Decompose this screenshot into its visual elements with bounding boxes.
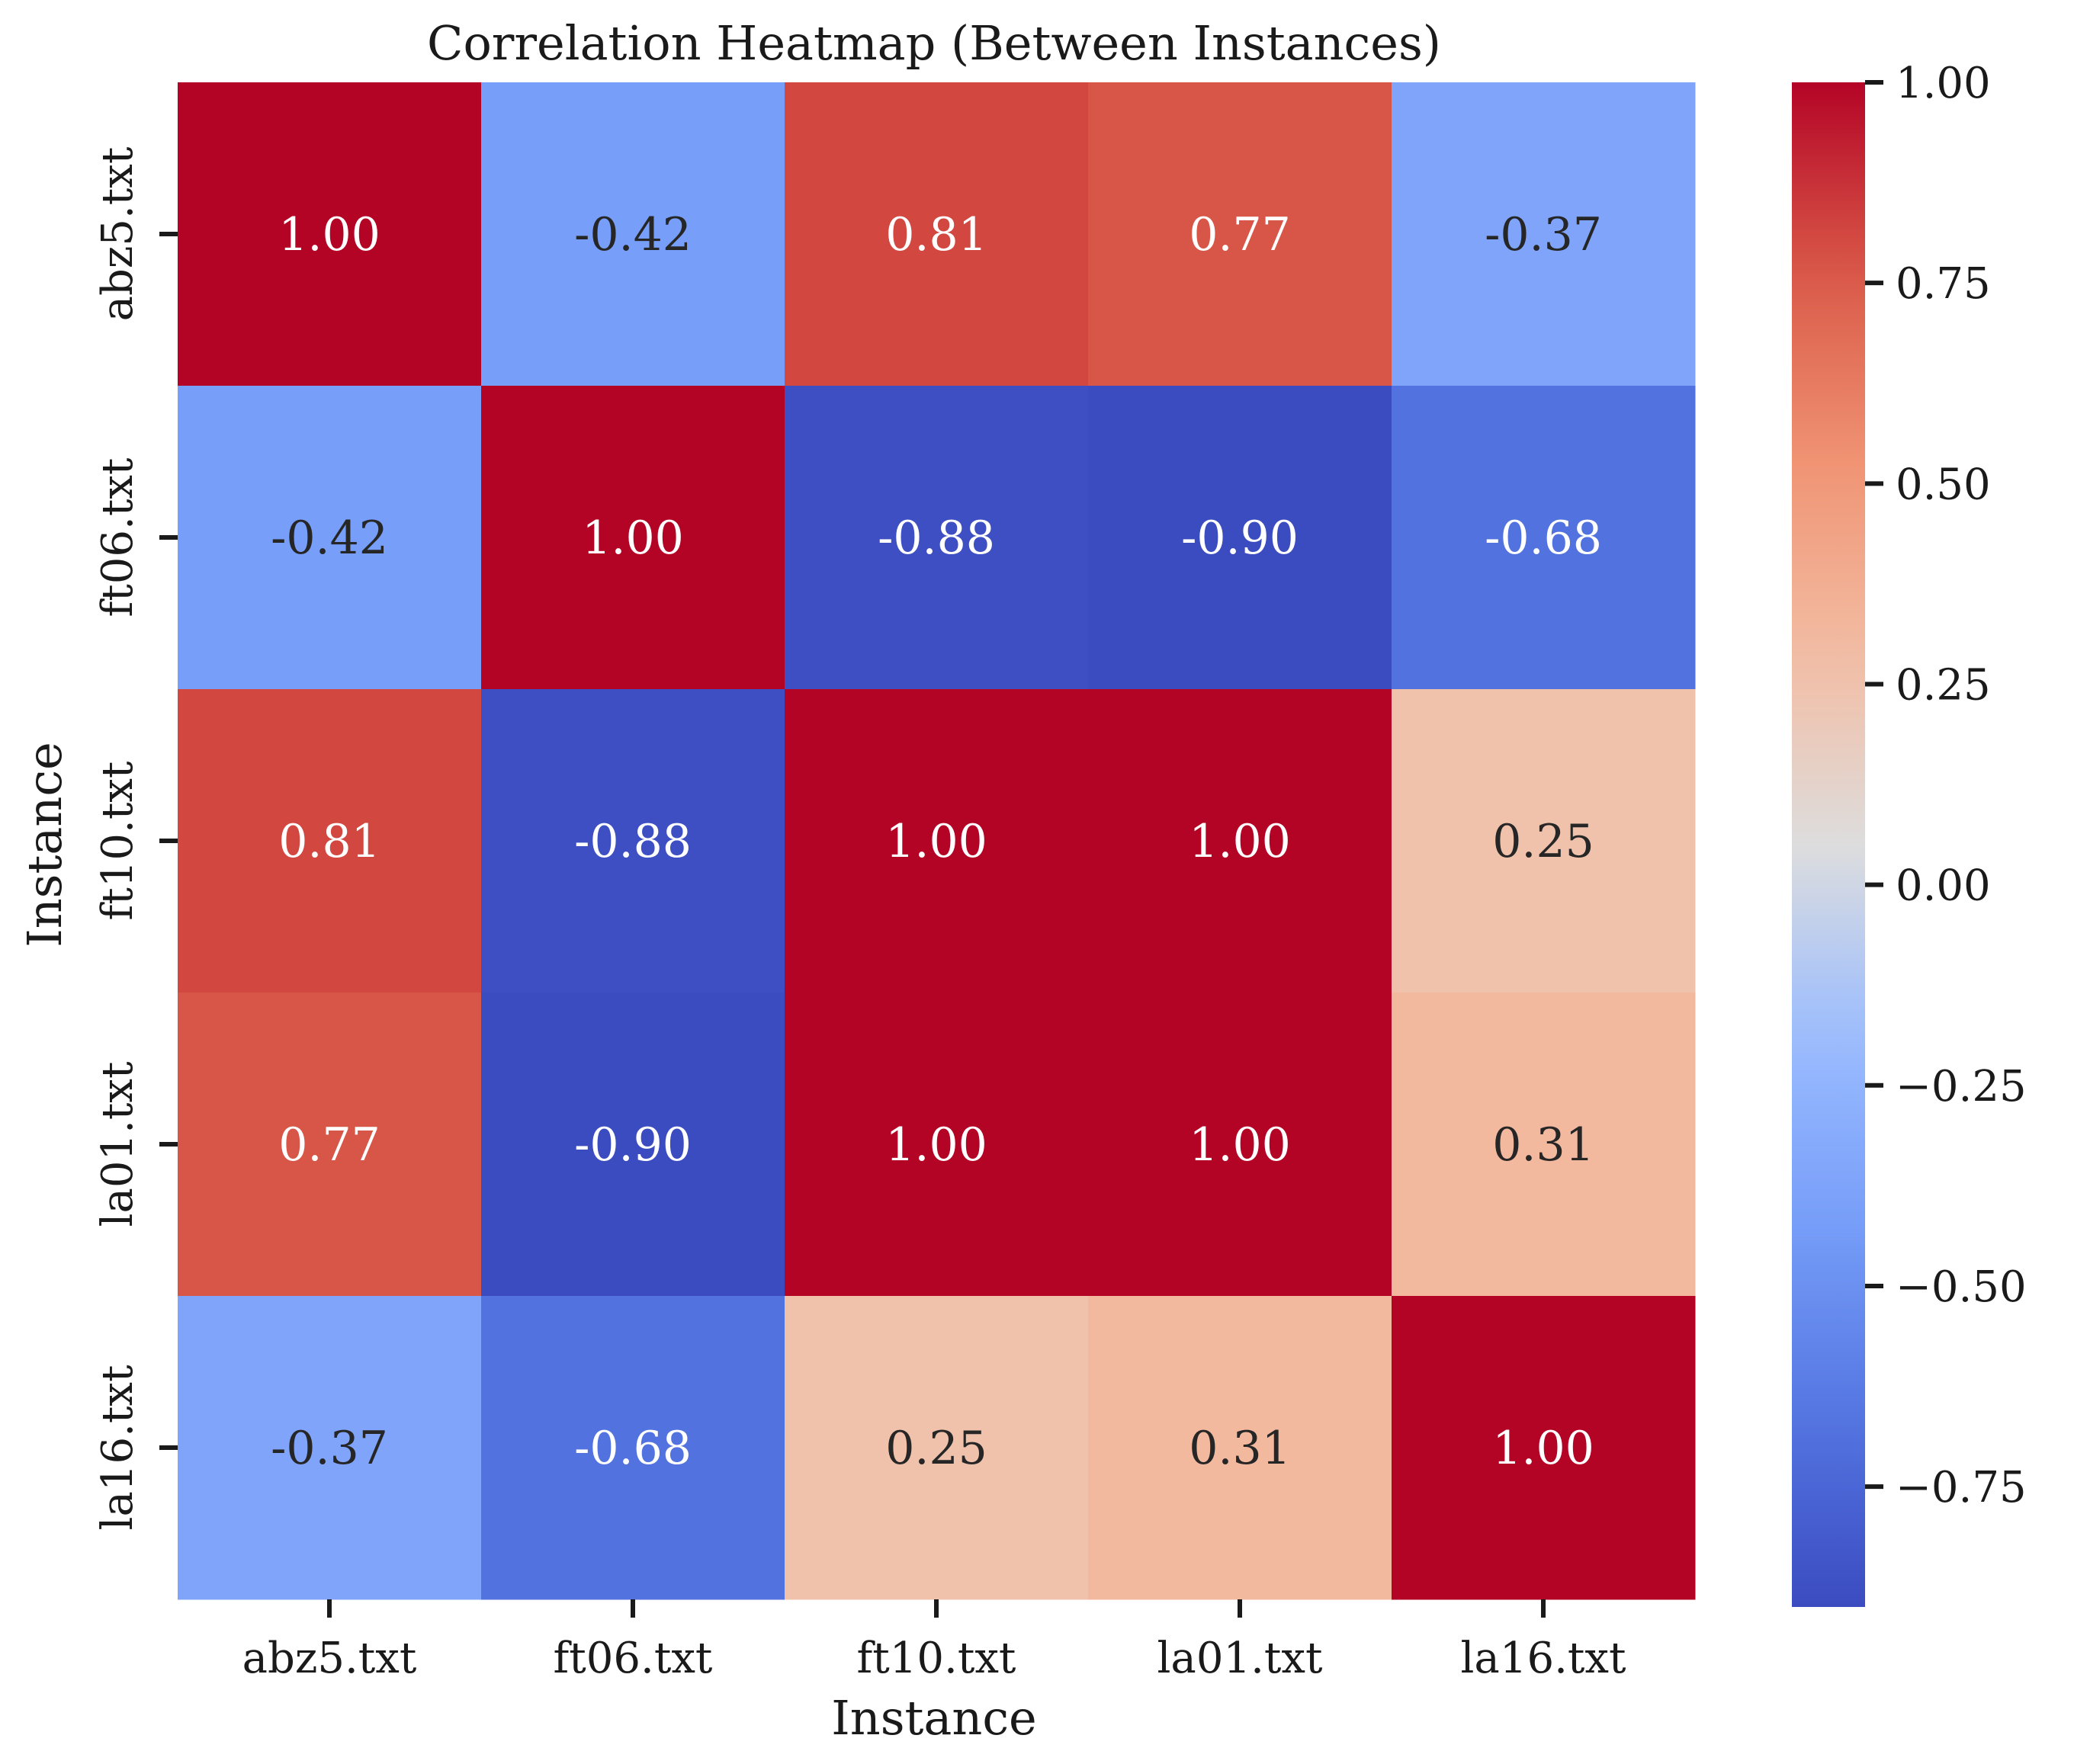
cell-value-label-r4-c4: 1.00 [1492,1422,1594,1475]
x-tick-label-1: ft06.txt [554,1634,713,1683]
cell-value-label-r2-c1: -0.88 [574,815,692,868]
cell-value-label-r3-c2: 1.00 [885,1118,987,1172]
y-tick-label-0: abz5.txt [93,146,143,321]
heatmap-cell-r1-c1 [481,386,785,690]
heatmap-cell-r0-c0 [178,82,482,386]
heatmap-cell-r1-c2 [785,386,1089,690]
colorbar-tick-label-2: 0.50 [1896,460,1991,509]
cell-value-label-r2-c2: 1.00 [885,815,987,868]
cell-value-label-r3-c1: -0.90 [574,1118,692,1172]
heatmap-cell-r3-c2 [785,993,1089,1297]
cell-value-label-r3-c0: 0.77 [278,1118,380,1172]
heatmap-cell-r4-c0 [178,1296,482,1600]
y-axis-ticks: abz5.txt ft06.txt ft10.txt la01.txt la16.txt [93,146,178,1530]
x-tick-label-3: la01.txt [1157,1634,1323,1683]
heatmap-cell-r2-c4 [1392,689,1696,993]
heatmap-cell-r0-c3 [1088,82,1392,386]
heatmap-cell-r4-c2 [785,1296,1089,1600]
cell-value-label-r0-c4: -0.37 [1485,208,1602,261]
heatmap-cell-r3-c1 [481,993,785,1297]
x-tick-label-4: la16.txt [1461,1634,1626,1683]
heatmap-cell-r4-c3 [1088,1296,1392,1600]
y-axis-label: Instance [17,742,72,947]
heatmap-cell-r2-c2 [785,689,1089,993]
heatmap-cell-r0-c2 [785,82,1089,386]
x-axis-label: Instance [831,1690,1036,1746]
y-tick-label-1: ft06.txt [93,457,143,617]
cell-value-label-r2-c3: 1.00 [1189,815,1291,868]
colorbar-tick-label-3: 0.25 [1896,660,1991,710]
colorbar-tick-label-1: 0.75 [1896,259,1991,309]
x-tick-label-2: ft10.txt [857,1634,1016,1683]
colorbar [1792,82,1865,1607]
chart-title: Correlation Heatmap (Between Instances) [427,15,1441,71]
heatmap-cell-r0-c4 [1392,82,1696,386]
colorbar-tick-label-5: −0.25 [1896,1062,2027,1111]
heatmap-cell-r0-c1 [481,82,785,386]
heatmap-cell-r1-c3 [1088,386,1392,690]
heatmap-cell-r1-c0 [178,386,482,690]
cell-value-labels: 1.00 -0.42 0.81 0.77 -0.37 -0.42 1.00 -0.88 -0.9… [271,208,1602,1475]
heatmap-cell-r3-c0 [178,993,482,1297]
y-tick-label-4: la16.txt [93,1365,143,1530]
colorbar-tick-label-0: 1.00 [1896,59,1991,108]
x-axis-ticks: abz5.txt ft06.txt ft10.txt la01.txt la16.txt [242,1599,1626,1683]
heatmap-cell-r3-c4 [1392,993,1696,1297]
cell-value-label-r1-c4: -0.68 [1485,512,1602,565]
colorbar-tick-label-4: 0.00 [1896,861,1991,911]
cell-value-label-r1-c3: -0.90 [1181,512,1299,565]
heatmap-cells [178,82,1696,1600]
heatmap-cell-r2-c1 [481,689,785,993]
cell-value-label-r0-c1: -0.42 [574,208,692,261]
heatmap-cell-r4-c1 [481,1296,785,1600]
colorbar-ticks: 1.00 0.75 0.50 0.25 0.00 −0.25 −0.50 −0.75 [1865,59,2027,1512]
cell-value-label-r4-c3: 0.31 [1189,1422,1291,1475]
cell-value-label-r1-c0: -0.42 [271,512,388,565]
cell-value-label-r0-c2: 0.81 [885,208,987,261]
colorbar-tick-label-7: −0.75 [1896,1463,2027,1512]
x-tick-label-0: abz5.txt [242,1634,417,1683]
cell-value-label-r0-c0: 1.00 [278,208,380,261]
heatmap-cell-r1-c4 [1392,386,1696,690]
heatmap-cell-r4-c4 [1392,1296,1696,1600]
cell-value-label-r1-c2: -0.88 [878,512,995,565]
cell-value-label-r3-c4: 0.31 [1492,1118,1594,1172]
cell-value-label-r2-c4: 0.25 [1492,815,1594,868]
heatmap-cell-r3-c3 [1088,993,1392,1297]
heatmap-cell-r2-c0 [178,689,482,993]
heatmap-cell-r2-c3 [1088,689,1392,993]
cell-value-label-r0-c3: 0.77 [1189,208,1291,261]
y-tick-label-3: la01.txt [93,1061,143,1227]
colorbar-tick-label-6: −0.50 [1896,1262,2027,1312]
cell-value-label-r4-c0: -0.37 [271,1422,388,1475]
cell-value-label-r3-c3: 1.00 [1189,1118,1291,1172]
cell-value-label-r4-c2: 0.25 [885,1422,987,1475]
y-tick-label-2: ft10.txt [93,761,143,920]
cell-value-label-r2-c0: 0.81 [278,815,380,868]
cell-value-label-r1-c1: 1.00 [582,512,684,565]
cell-value-label-r4-c1: -0.68 [574,1422,692,1475]
